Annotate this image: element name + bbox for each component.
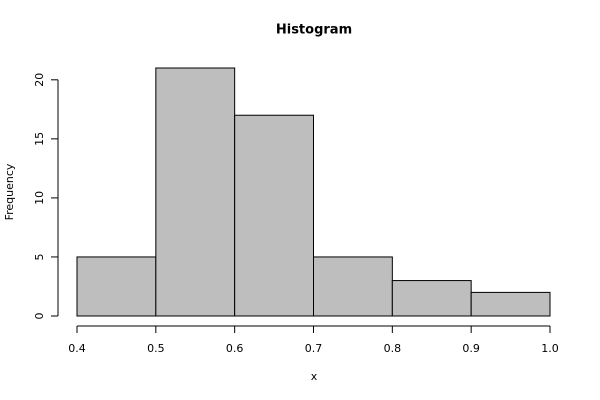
x-tick-label: 0.9	[462, 342, 480, 355]
y-tick-label: 20	[33, 73, 46, 87]
y-axis-label: Frequency	[3, 163, 16, 220]
y-tick-label: 15	[33, 132, 46, 146]
bar	[155, 67, 236, 317]
y-tick-label: 0	[33, 313, 46, 320]
y-tick-label: 5	[33, 253, 46, 260]
chart-title: Histogram	[276, 23, 352, 38]
bar	[391, 280, 472, 317]
bar	[313, 256, 393, 317]
x-tick-label: 0.5	[147, 342, 165, 355]
x-tick-label: 1.0	[541, 342, 559, 355]
bar	[470, 291, 551, 317]
x-tick-label: 0.6	[226, 342, 244, 355]
x-tick-label: 0.7	[305, 342, 323, 355]
bar	[234, 114, 315, 317]
y-tick-label: 10	[33, 191, 46, 205]
x-tick-label: 0.8	[384, 342, 402, 355]
bar	[76, 256, 157, 317]
x-tick-label: 0.4	[68, 342, 86, 355]
x-axis-label: x	[311, 370, 318, 383]
